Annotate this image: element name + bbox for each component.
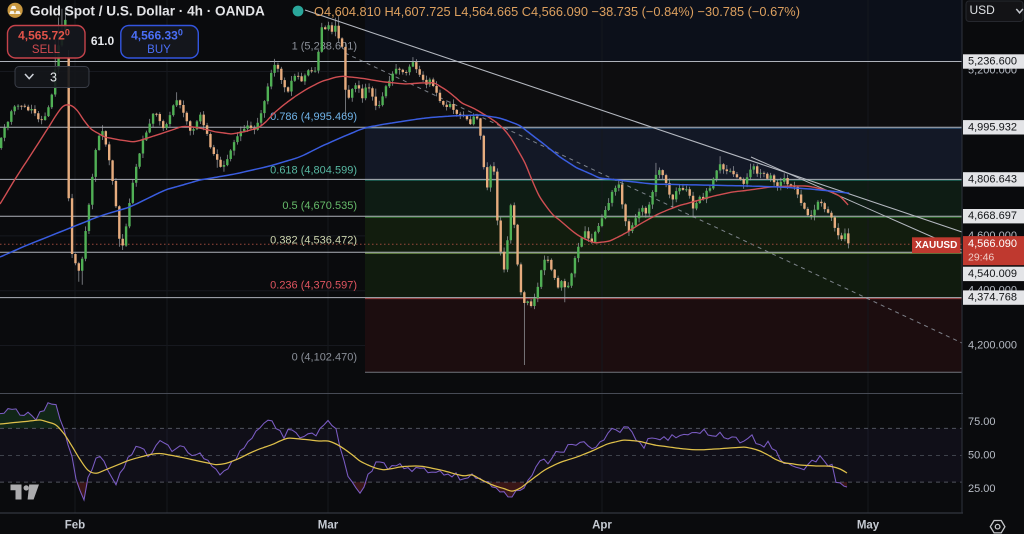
svg-text:0.382 (4,536.472): 0.382 (4,536.472) [270, 235, 357, 247]
svg-text:0 (4,102.470): 0 (4,102.470) [292, 352, 357, 364]
svg-text:0.5 (4,670.535): 0.5 (4,670.535) [282, 200, 357, 212]
svg-text:29:46: 29:46 [968, 252, 994, 264]
svg-text:4,566.090: 4,566.090 [968, 238, 1017, 250]
svg-text:4,995.932: 4,995.932 [968, 121, 1017, 133]
svg-text:0.618 (4,804.599): 0.618 (4,804.599) [270, 165, 357, 177]
svg-text:61.0: 61.0 [91, 34, 115, 48]
svg-text:1 (5,238.601): 1 (5,238.601) [292, 41, 357, 53]
svg-text:SELL: SELL [32, 44, 61, 56]
svg-text:5,236.600: 5,236.600 [968, 56, 1017, 68]
svg-text:0.236 (4,370.597): 0.236 (4,370.597) [270, 280, 357, 292]
svg-text:4,806.643: 4,806.643 [968, 173, 1017, 185]
svg-text:4,540.009: 4,540.009 [968, 268, 1017, 280]
svg-text:4,565.720: 4,565.720 [18, 28, 70, 43]
svg-text:4,566.330: 4,566.330 [131, 28, 183, 43]
svg-text:USD: USD [970, 3, 996, 17]
svg-text:Apr: Apr [592, 520, 612, 532]
svg-text:XAUUSD: XAUUSD [915, 240, 957, 251]
svg-text:May: May [857, 520, 880, 532]
svg-text:BUY: BUY [147, 44, 171, 56]
svg-text:25.00: 25.00 [968, 483, 996, 495]
svg-text:Gold Spot / U.S. Dollar · 4h ·: Gold Spot / U.S. Dollar · 4h · OANDA [30, 4, 265, 19]
svg-text:0.786 (4,995.469): 0.786 (4,995.469) [270, 111, 357, 123]
svg-text:Feb: Feb [65, 520, 85, 532]
svg-text:Mar: Mar [318, 520, 339, 532]
svg-text:75.00: 75.00 [968, 416, 996, 428]
svg-text:4,374.768: 4,374.768 [968, 292, 1017, 304]
svg-text:4,200.000: 4,200.000 [968, 340, 1017, 352]
svg-text:O4,604.810 H4,607.725 L4,564.6: O4,604.810 H4,607.725 L4,564.665 C4,566.… [314, 4, 800, 19]
svg-text:4,668.697: 4,668.697 [968, 210, 1017, 222]
svg-text:50.00: 50.00 [968, 450, 996, 462]
svg-text:3: 3 [50, 71, 57, 85]
